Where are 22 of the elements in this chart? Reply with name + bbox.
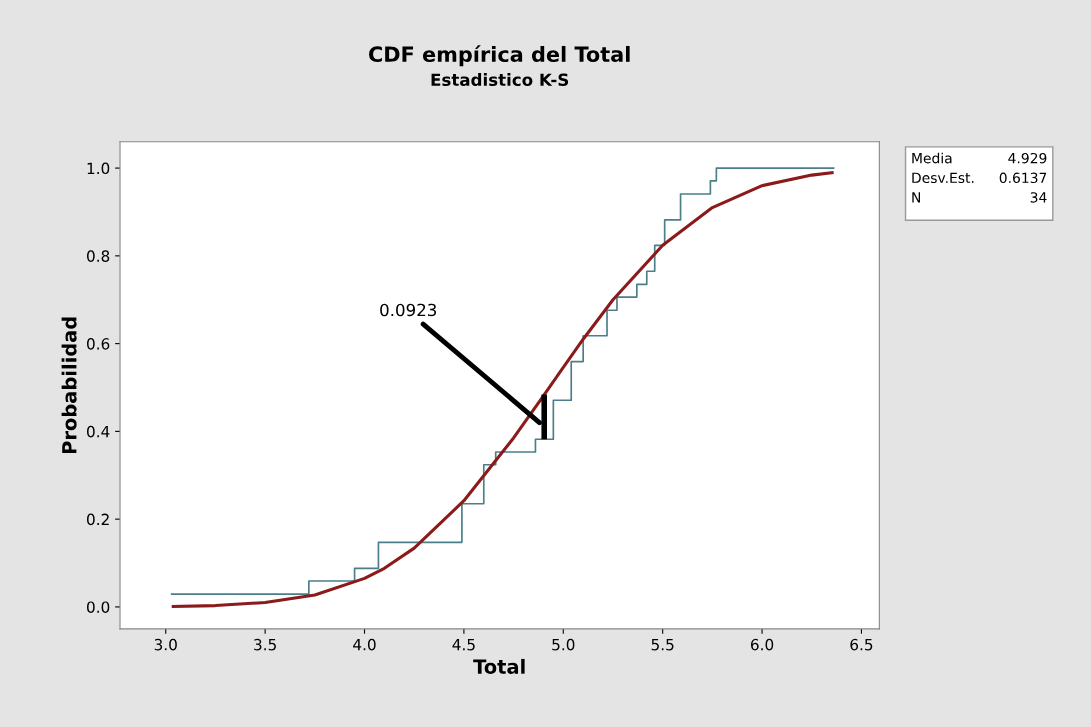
text: Desv.Est. 0.6137: [912, 172, 1047, 184]
text: Media 4.929: [912, 152, 1047, 164]
chart-subtitle: Estadistico K-S: [431, 73, 569, 87]
x-tick-label: 4.0: [353, 638, 376, 651]
text: N 34: [912, 192, 1047, 203]
y-tick-label: 1.0: [87, 162, 110, 175]
x-tick-label: 3.5: [254, 638, 276, 651]
y-tick-label: 0.0: [87, 601, 110, 613]
x-axis-title: Total: [473, 658, 525, 674]
y-tick-label: 0.4: [87, 425, 110, 438]
y-tick-label: 0.2: [87, 513, 109, 526]
x-tick-label: 5.0: [552, 638, 575, 651]
x-tick-label: 4.5: [452, 639, 475, 651]
y-tick-label: 0.6: [87, 338, 110, 350]
x-tick-label: 3.0: [154, 638, 177, 651]
y-axis-title: Probabilidad: [61, 317, 77, 454]
x-tick-label: 6.5: [850, 638, 873, 651]
y-tick-label: 0.8: [87, 250, 110, 262]
chart-title: CDF empírica del Total: [369, 45, 630, 67]
x-tick-label: 6.0: [750, 638, 774, 651]
x-tick-label: 5.5: [651, 639, 674, 651]
annotation: 0.0923: [380, 303, 437, 317]
